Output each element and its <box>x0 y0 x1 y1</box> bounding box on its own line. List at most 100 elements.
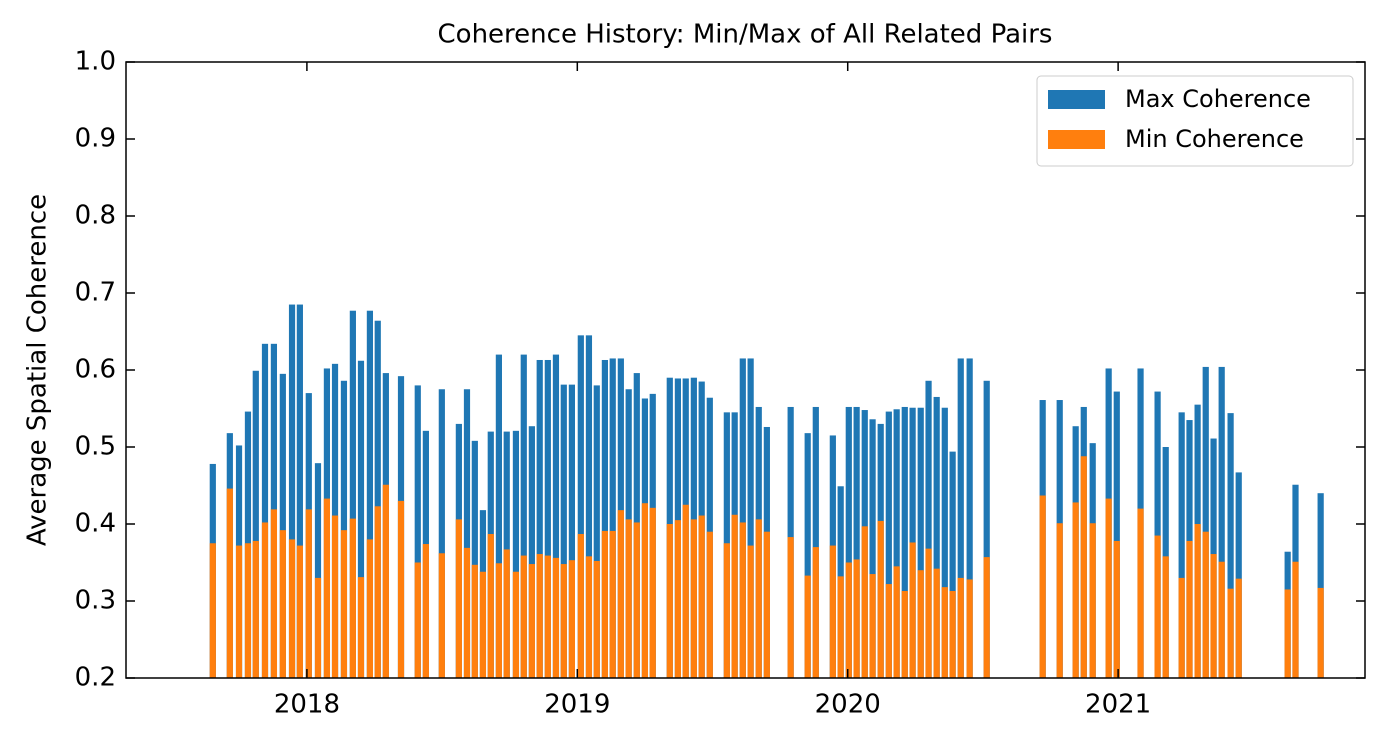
bar <box>1162 556 1169 678</box>
bar <box>577 534 584 678</box>
bar <box>609 530 616 678</box>
bar <box>568 384 575 678</box>
bar <box>349 310 356 678</box>
bar <box>593 560 600 678</box>
bar <box>288 304 296 678</box>
bar <box>917 570 924 678</box>
bar <box>471 440 478 678</box>
bar <box>837 576 844 678</box>
bar <box>1202 366 1209 678</box>
bar <box>1317 587 1324 678</box>
bar <box>296 545 303 678</box>
bar <box>869 574 876 678</box>
bar <box>690 519 697 678</box>
bar <box>438 553 445 678</box>
bar <box>885 584 892 678</box>
bar <box>1137 508 1144 678</box>
bar <box>804 433 811 678</box>
bar <box>706 531 713 678</box>
bar <box>601 530 608 678</box>
bar <box>747 545 754 678</box>
bar <box>414 385 421 678</box>
bar <box>305 509 312 678</box>
bar <box>288 539 296 678</box>
bar <box>1056 523 1063 678</box>
legend-label: Min Coherence <box>1125 125 1304 153</box>
bar <box>471 564 478 678</box>
bar <box>755 519 762 678</box>
bar <box>941 587 948 678</box>
bar <box>536 359 543 678</box>
bar <box>593 385 600 678</box>
bar <box>812 547 819 678</box>
bar <box>845 406 852 678</box>
bar <box>1039 495 1046 678</box>
bar <box>544 555 551 678</box>
bar <box>314 577 322 678</box>
bar <box>739 358 746 678</box>
bar <box>1105 498 1112 678</box>
bar <box>909 542 916 678</box>
bar <box>463 389 471 678</box>
bar <box>552 557 560 678</box>
bar <box>463 547 471 678</box>
bar <box>966 358 973 678</box>
bar <box>1194 524 1201 678</box>
bar <box>366 310 374 678</box>
bar <box>763 531 770 678</box>
bar <box>503 549 510 678</box>
bar <box>1202 531 1209 678</box>
legend-swatch <box>1048 130 1105 149</box>
legend: Max Coherence Min Coherence <box>1036 75 1354 167</box>
bar <box>560 384 567 678</box>
bar <box>422 544 429 678</box>
bar <box>861 526 868 678</box>
bar <box>323 498 331 678</box>
bar <box>1080 456 1087 678</box>
x-tick-label: 2021 <box>1085 690 1151 720</box>
bar <box>633 522 640 678</box>
bar <box>270 509 278 678</box>
y-tick-label: 0.5 <box>75 432 116 462</box>
bar <box>585 335 593 678</box>
bar <box>941 407 948 678</box>
bar <box>536 554 543 678</box>
bar <box>1317 493 1324 678</box>
x-tick-label: 2019 <box>544 690 610 720</box>
y-tick-label: 0.7 <box>75 278 116 308</box>
bar <box>552 354 560 678</box>
bar <box>357 360 365 678</box>
bar <box>1218 561 1225 678</box>
x-tick-label: 2018 <box>274 690 340 720</box>
bar <box>585 556 593 678</box>
bar <box>438 389 445 678</box>
bar <box>1154 391 1161 678</box>
bar <box>331 515 339 678</box>
bar <box>1227 413 1234 678</box>
bar <box>512 430 520 678</box>
bar <box>296 304 303 678</box>
legend-swatch <box>1048 90 1105 109</box>
bar <box>374 320 381 678</box>
bar <box>1178 577 1185 678</box>
bar <box>829 545 836 678</box>
bar <box>853 559 860 678</box>
bar <box>609 358 616 678</box>
bar <box>625 519 632 678</box>
bar <box>917 407 924 678</box>
bar <box>1235 578 1242 678</box>
bar <box>397 500 405 678</box>
legend-label: Max Coherence <box>1125 85 1311 113</box>
bar <box>682 504 689 678</box>
bar <box>649 507 656 678</box>
bar <box>544 359 551 678</box>
bar <box>528 564 535 678</box>
bar <box>244 543 252 678</box>
bar <box>1089 523 1096 678</box>
y-tick-label: 0.6 <box>75 355 116 385</box>
bar <box>885 411 892 678</box>
bar <box>495 354 502 678</box>
x-tick-label: 2020 <box>815 690 881 720</box>
bar <box>512 571 520 678</box>
